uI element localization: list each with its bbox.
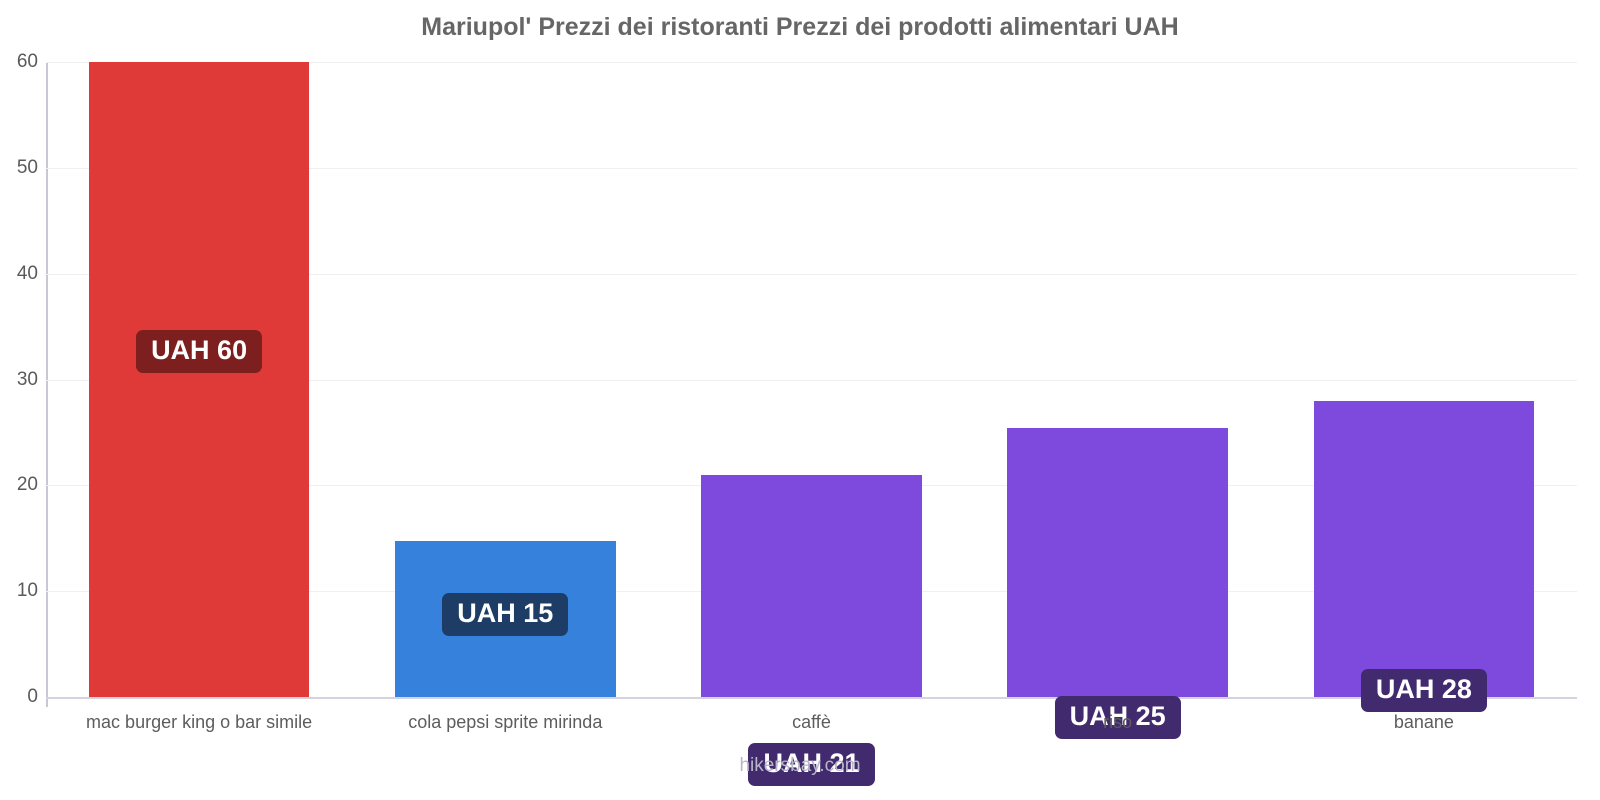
y-axis-tick-label: 20 (16, 474, 38, 496)
y-axis-line (46, 62, 48, 707)
x-axis-tick-label: banane (1393, 712, 1454, 732)
bar-value-label: UAH 60 (136, 330, 263, 373)
bar-value-label: UAH 28 (1360, 668, 1487, 712)
bar[interactable]: UAH 28 (1313, 400, 1535, 712)
y-axis-tick-label: 0 (27, 686, 38, 707)
y-axis-tick-label: 30 (16, 368, 38, 390)
bar[interactable]: UAH 15 (395, 541, 616, 697)
bar[interactable]: UAH 60 (88, 62, 310, 697)
gridline (46, 62, 1577, 63)
gridline (46, 273, 1577, 275)
footer-source: hikersbay.com (739, 755, 861, 776)
bar-value-label: UAH 25 (1054, 696, 1181, 740)
y-axis-tick-label: 60 (16, 51, 38, 72)
y-axis-tick-label: 10 (16, 580, 38, 602)
bar[interactable]: UAH 21 (701, 474, 922, 786)
gridline (46, 167, 1577, 169)
gridline (46, 379, 1577, 381)
bar[interactable]: UAH 25 (1007, 428, 1228, 740)
chart-title: Mariupol' Prezzi dei ristoranti Prezzi d… (421, 13, 1179, 41)
x-axis-tick-label: mac burger king o bar simile (86, 712, 313, 732)
bar-value-label: UAH 21 (748, 742, 875, 786)
x-axis-tick-label: caffè (792, 712, 831, 732)
x-axis-tick-label: riso (1103, 712, 1133, 732)
y-axis-tick-label: 50 (16, 156, 38, 178)
y-axis-tick-label: 40 (16, 262, 38, 284)
gridline (46, 697, 1577, 699)
plot-area: 0 10 20 30 40 50 60 UAH 60 UAH 15 UAH 21 UAH 25 UA… (17, 51, 1577, 786)
x-axis-tick-label: cola pepsi sprite mirinda (408, 712, 603, 732)
bar-value-label: UAH 15 (442, 592, 569, 636)
